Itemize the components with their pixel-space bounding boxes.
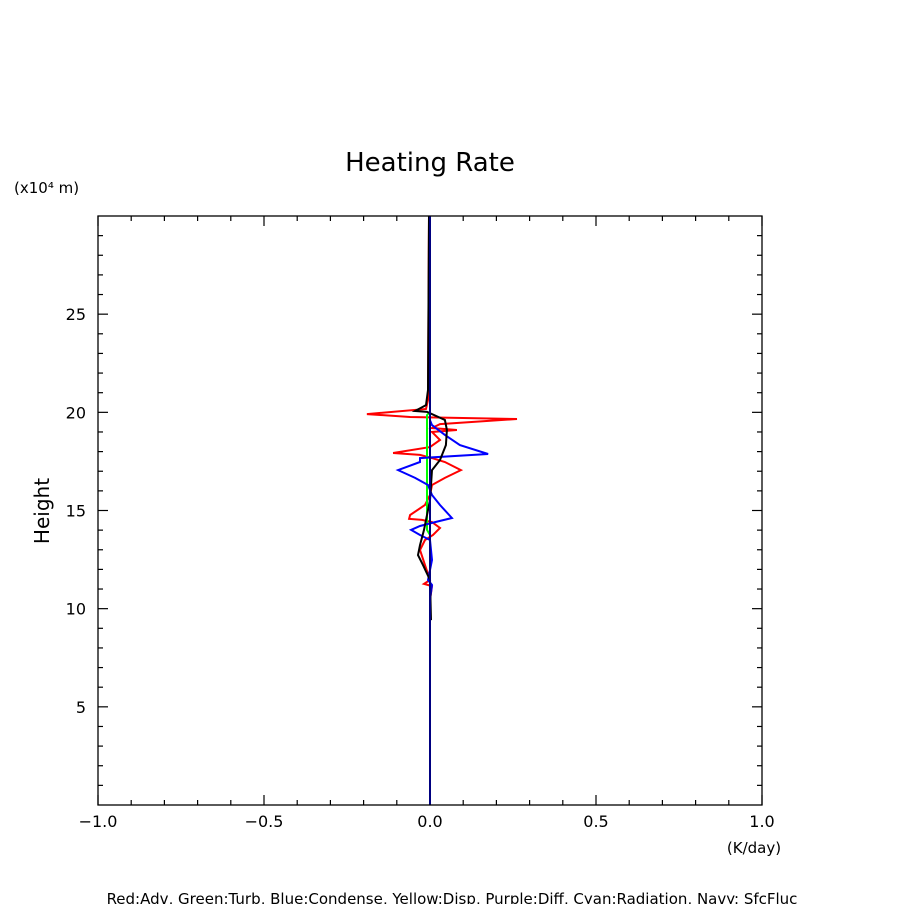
x-tick-label: 0.5 (583, 812, 608, 831)
y-tick-label: 10 (66, 600, 86, 619)
y-tick-label: 5 (76, 698, 86, 717)
y-tick-label: 15 (66, 502, 86, 521)
x-tick-label: −0.5 (245, 812, 284, 831)
y-tick-label: 25 (66, 305, 86, 324)
plot-frame (97, 215, 763, 806)
y-axis-label: Height (30, 478, 54, 544)
series-adv (366, 215, 518, 805)
x-axis-label: (K/day) (727, 839, 781, 857)
legend-text: Red:Adv, Green:Turb, Blue:Condense, Yell… (107, 890, 798, 904)
x-tick-label: 1.0 (749, 812, 774, 831)
x-tick-label: 0.0 (417, 812, 442, 831)
chart-title: Heating Rate (345, 148, 515, 178)
series-total (411, 215, 448, 621)
series-condense (395, 216, 489, 805)
x-tick-label: −1.0 (79, 812, 118, 831)
y-tick-label: 20 (66, 403, 86, 422)
y-unit-label: (x10⁴ m) (14, 179, 79, 197)
